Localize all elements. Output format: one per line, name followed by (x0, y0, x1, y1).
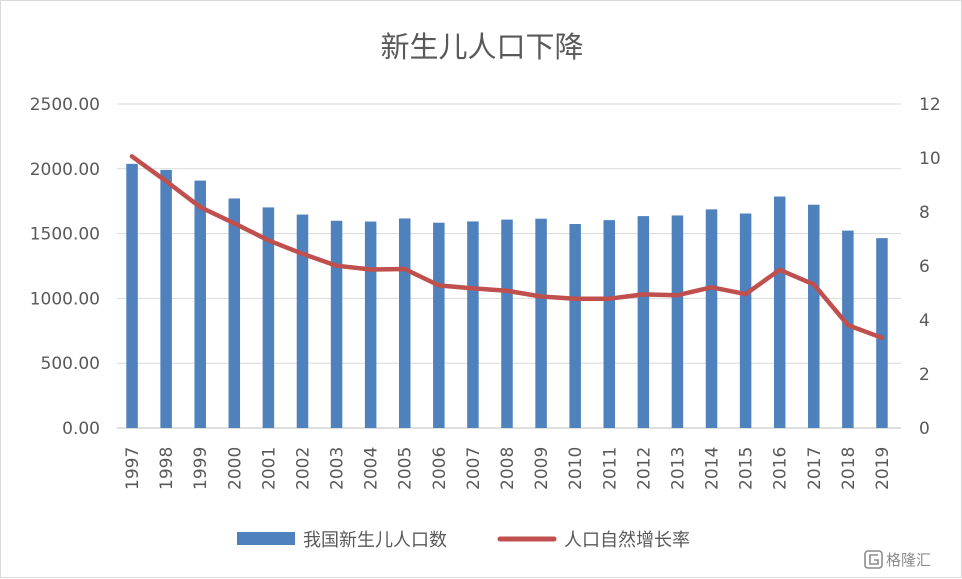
x-tick-label: 2012 (634, 447, 654, 490)
right-axis-ticks: 0 2 4 6 8 10 12 (919, 95, 941, 439)
x-tick-label: 1998 (157, 447, 177, 490)
right-tick-label: 4 (919, 311, 930, 331)
x-tick-label: 2003 (328, 447, 348, 490)
x-tick-label: 2010 (566, 447, 586, 490)
bar (364, 221, 377, 428)
left-axis-ticks: 0.00 500.00 1000.00 1500.00 2000.00 2500.00 (30, 95, 100, 439)
bar-series (126, 163, 888, 429)
bar (433, 222, 445, 428)
right-tick-label: 0 (919, 419, 930, 439)
x-tick-label: 2002 (293, 447, 313, 490)
line-series (129, 154, 885, 341)
legend-bar-swatch (237, 532, 295, 545)
x-tick-label: 2017 (805, 447, 825, 490)
bar (126, 163, 138, 429)
x-tick-label: 2019 (873, 447, 893, 490)
bar (228, 198, 241, 428)
chart-title: 新生儿人口下降 (380, 30, 583, 64)
legend: 我国新生儿人口数 人口自然增长率 (237, 530, 690, 551)
bar (467, 221, 479, 428)
left-tick-label: 0.00 (62, 419, 100, 439)
x-axis-ticks: 1997 1998 1999 2000 2001 2002 2003 2004 2005 2006… (123, 447, 893, 490)
legend-line-label: 人口自然增长率 (564, 530, 690, 551)
bar (398, 218, 411, 428)
bar (569, 224, 581, 428)
x-tick-label: 2011 (600, 447, 620, 490)
x-tick-label: 1997 (123, 447, 143, 490)
bar (637, 216, 650, 428)
left-tick-label: 1500.00 (30, 225, 100, 245)
gelonghui-logo-icon (864, 550, 883, 569)
bar (876, 238, 888, 428)
bar (603, 220, 616, 428)
bar (330, 220, 343, 428)
watermark-text: 格隆汇 (886, 551, 931, 569)
bar (501, 219, 513, 428)
x-tick-label: 2004 (362, 447, 382, 490)
legend-bar-label: 我国新生儿人口数 (303, 530, 447, 551)
right-tick-label: 10 (919, 149, 941, 169)
x-tick-label: 2009 (532, 447, 552, 490)
x-tick-label: 1999 (191, 447, 211, 490)
bar (160, 169, 172, 428)
left-tick-label: 500.00 (41, 354, 100, 374)
bar (671, 215, 684, 428)
bar (705, 209, 718, 428)
bar (262, 207, 275, 428)
x-tick-label: 2015 (737, 447, 757, 490)
bar (296, 214, 309, 428)
x-tick-label: 2013 (668, 447, 688, 490)
bar (773, 196, 786, 428)
right-tick-label: 12 (919, 95, 941, 115)
x-tick-label: 2018 (839, 447, 859, 490)
growth-rate-line (129, 154, 885, 341)
right-tick-label: 8 (919, 203, 930, 223)
left-tick-label: 2500.00 (30, 95, 100, 115)
x-tick-label: 2008 (498, 447, 518, 490)
x-tick-label: 2005 (396, 447, 416, 490)
x-tick-label: 2007 (464, 447, 484, 490)
bar (808, 204, 820, 428)
left-tick-label: 2000.00 (30, 160, 100, 180)
right-tick-label: 2 (919, 365, 930, 385)
bar (535, 218, 547, 428)
watermark: 格隆汇 (864, 550, 931, 569)
bar (842, 230, 854, 428)
x-tick-label: 2001 (259, 447, 279, 490)
left-tick-label: 1000.00 (30, 289, 100, 309)
bar (739, 213, 752, 428)
bar (194, 180, 206, 428)
x-tick-label: 2000 (225, 447, 245, 490)
x-tick-label: 2016 (771, 447, 791, 490)
x-tick-label: 2014 (703, 447, 723, 490)
x-tick-label: 2006 (430, 447, 450, 490)
right-tick-label: 6 (919, 257, 930, 277)
